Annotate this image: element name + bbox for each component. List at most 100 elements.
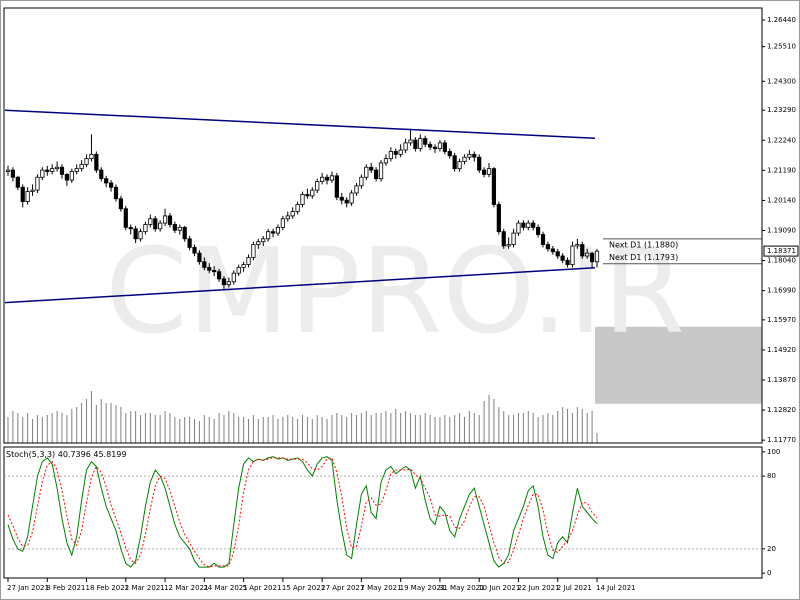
candle-body [545, 244, 551, 250]
candle-body [256, 241, 261, 245]
candle-body [467, 153, 472, 158]
level-label: Next D1 (1.1880) [609, 240, 678, 249]
y-tick-label: 1.12820 [767, 406, 796, 414]
candle-body [270, 231, 276, 234]
candle-body [69, 171, 74, 181]
candle-body [334, 175, 339, 198]
y-tick-label: 1.11770 [767, 436, 796, 444]
candle-body [10, 169, 16, 178]
candle-body [138, 231, 143, 240]
candle-body [413, 139, 418, 150]
main-panel [3, 7, 763, 444]
candle-body [442, 142, 447, 152]
candle-body [15, 176, 20, 188]
candle-body [447, 151, 452, 157]
candle-body [477, 156, 482, 171]
candle-body [486, 168, 492, 175]
candle-body [329, 175, 335, 181]
indicator-name: Stoch(5,3,3) [6, 450, 55, 459]
candle-body [153, 218, 158, 230]
candle-body [570, 245, 575, 265]
candle-body [575, 244, 580, 247]
candle-body [540, 234, 546, 245]
x-tick-label: 12 Mar 2021 [164, 584, 208, 592]
candle-body [280, 218, 285, 228]
candle-body [45, 169, 50, 172]
candle-body [231, 272, 236, 283]
y-tick-label: 1.16990 [767, 287, 796, 295]
x-tick-label: 22 Jun 2021 [517, 584, 559, 592]
candle-body [482, 169, 487, 175]
candle-body [531, 222, 536, 228]
candle-body [241, 264, 246, 268]
indicator-title: Stoch(5,3,3) 40.7396 45.8199 [6, 450, 126, 459]
candle-body [555, 251, 560, 257]
x-tick-label: 14 Jul 2021 [596, 584, 636, 592]
indicator-panel [3, 446, 763, 579]
candle-body [315, 181, 320, 191]
candle-body [133, 228, 138, 240]
candle-body [418, 138, 423, 150]
candle-body [118, 198, 123, 210]
candle-body [182, 226, 187, 240]
trendline [4, 109, 596, 140]
y-tick-label: 0 [767, 569, 771, 577]
candle-body [192, 247, 197, 254]
candle-body [383, 158, 389, 164]
candle-body [177, 226, 182, 231]
candle-body [207, 267, 212, 271]
candle-body [506, 244, 511, 247]
candle-body [236, 267, 241, 274]
candle-body [295, 204, 300, 213]
indicator-line [7, 457, 598, 568]
candle-body [432, 146, 438, 150]
y-tick-label: 1.19090 [767, 227, 796, 235]
x-tick-label: 8 Feb 2021 [46, 584, 85, 592]
candle-body [104, 178, 109, 184]
candle-body [437, 142, 443, 150]
candle-body [143, 224, 148, 233]
candle-body [359, 176, 364, 187]
candle-body [580, 244, 585, 257]
candle-body [216, 271, 222, 280]
candle-body [89, 153, 94, 160]
candle-body [54, 166, 60, 170]
x-tick-label: 5 Apr 2021 [243, 584, 282, 592]
candle-body [40, 169, 45, 178]
last-price-box [763, 245, 799, 257]
level-label: Next D1 (1.1793) [609, 253, 678, 262]
candle-body [378, 162, 384, 180]
candle-body [128, 226, 133, 230]
x-tick-label: 27 Apr 2021 [321, 584, 364, 592]
candle-body [20, 186, 25, 202]
candle-body [344, 199, 349, 204]
candle-body [491, 168, 497, 205]
y-tick-label: 1.18040 [767, 257, 796, 265]
candle-body [374, 169, 379, 180]
candle-body [108, 182, 114, 188]
candle-body [35, 176, 40, 191]
candle-body [496, 204, 501, 233]
candle-body [594, 250, 600, 263]
x-tick-label: 15 Apr 2021 [282, 584, 325, 592]
y-tick-label: 1.15970 [767, 316, 796, 324]
zone [595, 326, 762, 404]
x-tick-label: 31 May 2021 [439, 584, 485, 592]
candle-body [113, 186, 119, 200]
y-tick-label: 1.14920 [767, 346, 796, 354]
candle-body [79, 163, 84, 170]
candle-body [25, 191, 30, 202]
candle-body [393, 151, 398, 155]
candle-body [398, 149, 403, 155]
candle-body [221, 278, 227, 286]
candle-body [167, 215, 173, 225]
candle-body [589, 252, 595, 263]
candle-body [305, 194, 310, 197]
candle-body [565, 259, 570, 265]
candle-body [320, 176, 325, 182]
candle-body [84, 158, 89, 165]
candle-body [408, 139, 413, 144]
candle-body [187, 238, 192, 248]
candle-body [266, 231, 271, 240]
